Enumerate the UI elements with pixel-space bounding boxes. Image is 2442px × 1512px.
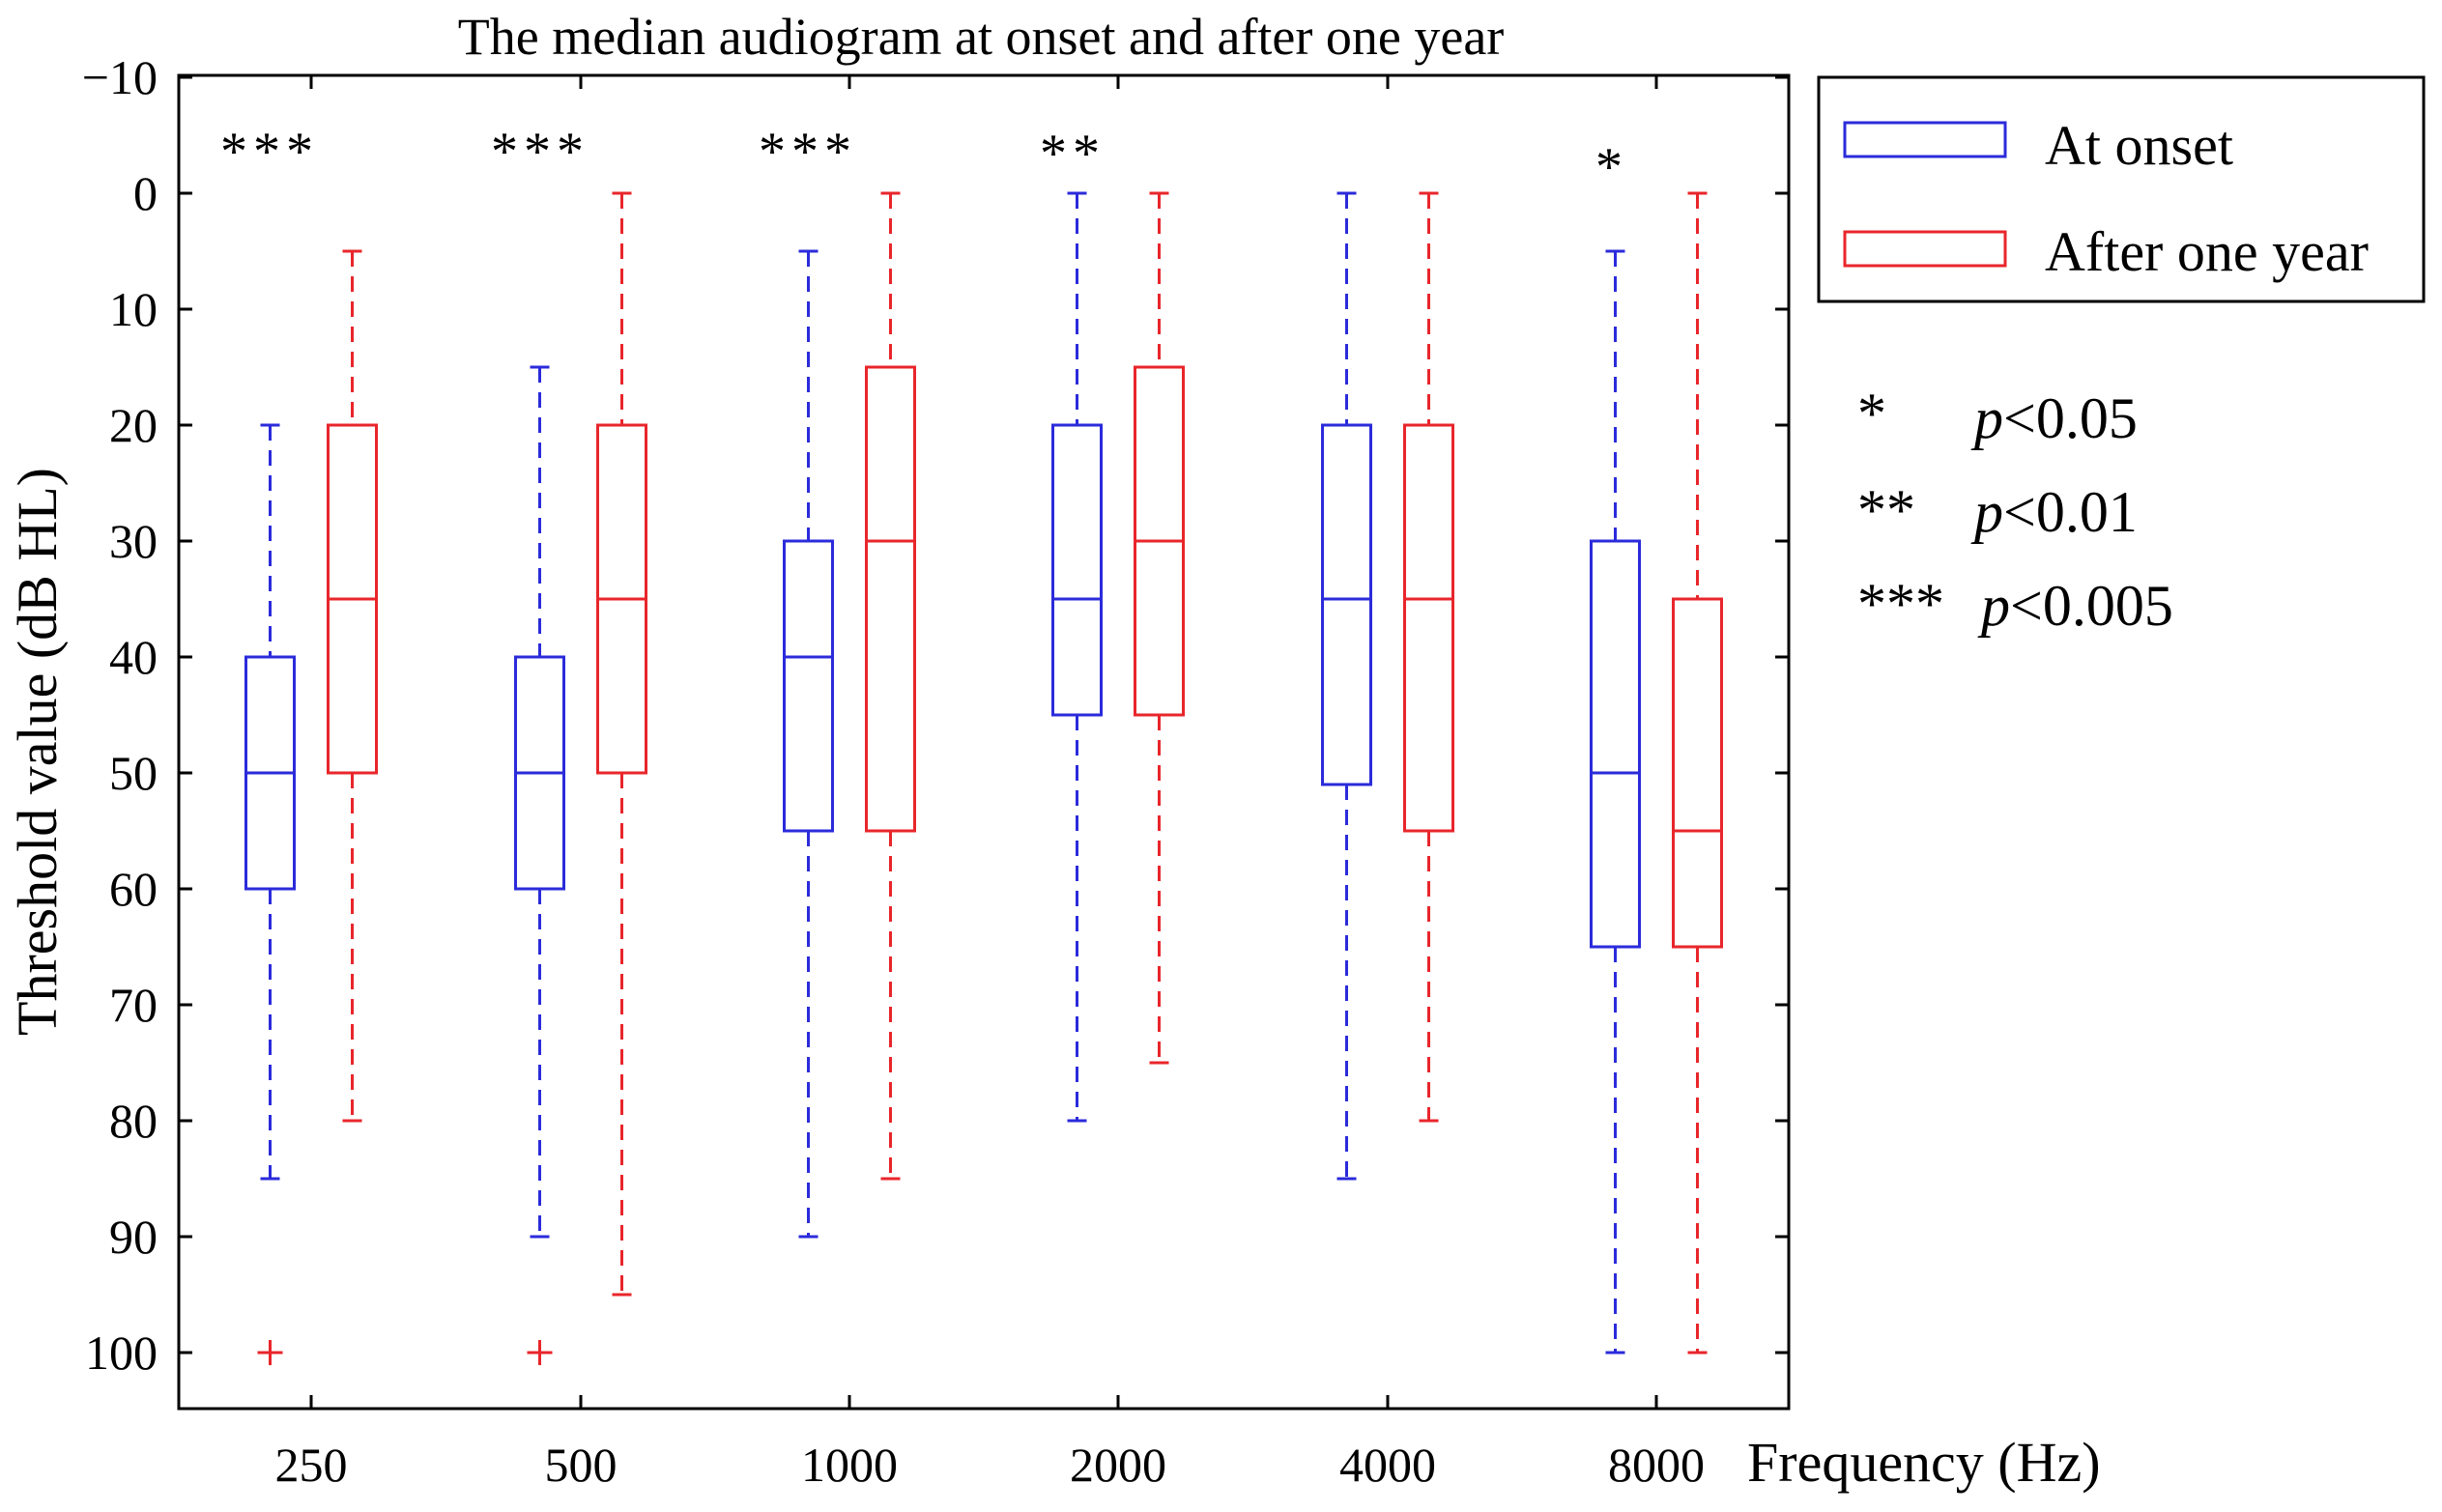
box-plot	[1590, 249, 1641, 1355]
box-plot	[1134, 191, 1185, 1065]
plot-frame	[177, 73, 1791, 1411]
y-tick-label: 90	[109, 1210, 158, 1264]
significance-label: **	[1040, 124, 1106, 184]
y-tick-label: 100	[85, 1326, 158, 1380]
x-axis-label: Frequency (Hz)	[1747, 1431, 2101, 1494]
box	[1672, 597, 1723, 949]
y-axis-label: Threshold value (dB HL)	[6, 468, 69, 1036]
box-plot	[514, 365, 565, 1365]
x-tick-label: 8000	[1608, 1438, 1705, 1492]
y-tick-label: 50	[109, 746, 158, 800]
box	[865, 365, 916, 833]
x-axis: 250 500 1000 2000 4000 8000	[275, 75, 1705, 1492]
sig-key-text: p<0.005	[1977, 574, 2173, 638]
x-tick-label: 2000	[1070, 1438, 1166, 1492]
chart-title: The median audiogram at onset and after …	[458, 8, 1505, 66]
y-axis: −10 0 10 20 30 40 50 60 70 80 90 100	[82, 50, 1789, 1380]
significance-label: ***	[491, 122, 589, 182]
y-tick-label: 60	[109, 862, 158, 916]
significance-marks: *** *** *** ** *	[220, 122, 1628, 197]
box-plot	[327, 249, 378, 1123]
y-tick-label: 70	[109, 978, 158, 1032]
y-tick-label: 20	[109, 398, 158, 452]
legend-frame	[1817, 75, 2426, 303]
significance-key: * p<0.05 ** p<0.01 *** p<0.005	[1857, 382, 2173, 638]
box	[1403, 423, 1454, 833]
sig-key-text: p<0.05	[1970, 386, 2138, 450]
y-tick-label: 0	[133, 166, 158, 220]
x-tick-label: 1000	[801, 1438, 898, 1492]
legend-swatch-after-one-year	[1843, 230, 2007, 268]
box-plot	[783, 249, 834, 1239]
x-tick-label: 250	[275, 1438, 348, 1492]
box	[1590, 539, 1641, 949]
box	[1321, 423, 1372, 786]
y-tick-label: 40	[109, 630, 158, 684]
y-tick-label: 30	[109, 514, 158, 568]
sig-key-text: p<0.01	[1970, 480, 2138, 544]
box-plot	[1051, 191, 1103, 1123]
y-tick-label: 10	[109, 282, 158, 336]
box-plot	[596, 191, 647, 1297]
sig-key-stars: *	[1857, 382, 1886, 445]
significance-label: ***	[220, 122, 319, 182]
box-plot	[244, 423, 296, 1365]
legend-swatch-at-onset	[1843, 121, 2007, 158]
box-plot	[1672, 191, 1723, 1355]
legend-label-after-one-year: After one year	[2045, 220, 2369, 283]
legend: At onset After one year	[1817, 75, 2426, 303]
box-plot	[1403, 191, 1454, 1123]
y-tick-label: −10	[82, 50, 158, 104]
sig-key-stars: ***	[1857, 572, 1944, 636]
box-plot	[865, 191, 916, 1181]
significance-label: ***	[759, 122, 857, 182]
x-tick-label: 500	[545, 1438, 618, 1492]
box-plots	[244, 191, 1723, 1365]
significance-label: *	[1595, 137, 1628, 197]
box	[1051, 423, 1103, 717]
y-tick-label: 80	[109, 1094, 158, 1148]
legend-label-at-onset: At onset	[2045, 114, 2233, 177]
box	[783, 539, 834, 833]
box-plot	[1321, 191, 1372, 1181]
sig-key-stars: **	[1857, 478, 1915, 542]
x-tick-label: 4000	[1339, 1438, 1436, 1492]
